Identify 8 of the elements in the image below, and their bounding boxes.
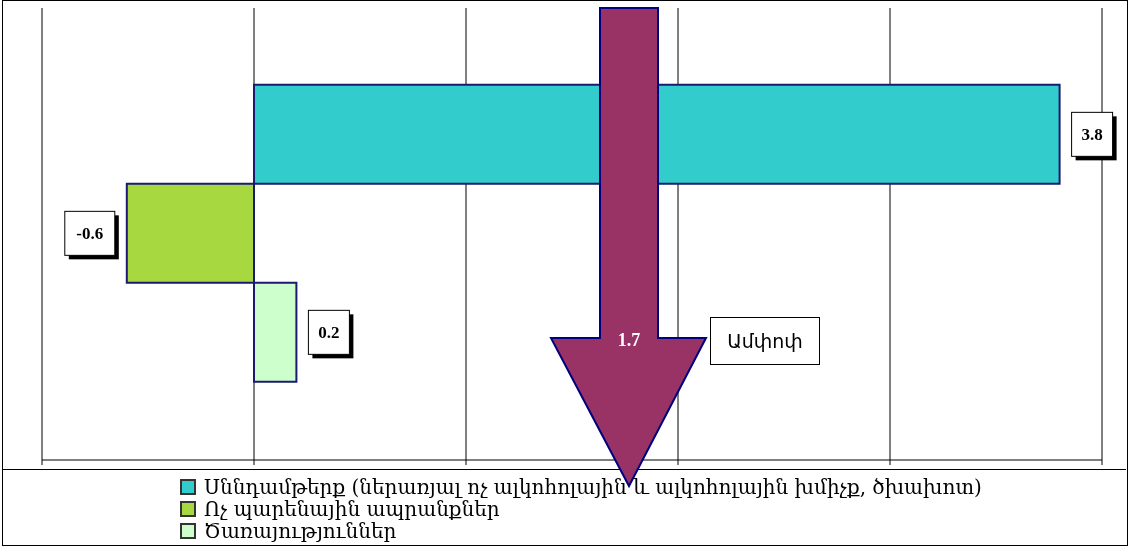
data-label: 3.8 xyxy=(1081,125,1103,145)
legend-label: Ծառայություններ xyxy=(204,519,397,543)
legend-label: Ոչ պարենային ապրանքներ xyxy=(204,497,500,521)
annotation: 1.7 xyxy=(617,330,641,350)
legend-label: Սննդամթերք (ներառյալ ոչ ալկոհոլային և ալկոհոլային խմիչք, ծխախոտ) xyxy=(204,475,982,499)
annotation: Ամփոփ xyxy=(710,317,820,365)
data-label: 0.2 xyxy=(318,323,340,343)
data-label: -0.6 xyxy=(76,224,104,244)
